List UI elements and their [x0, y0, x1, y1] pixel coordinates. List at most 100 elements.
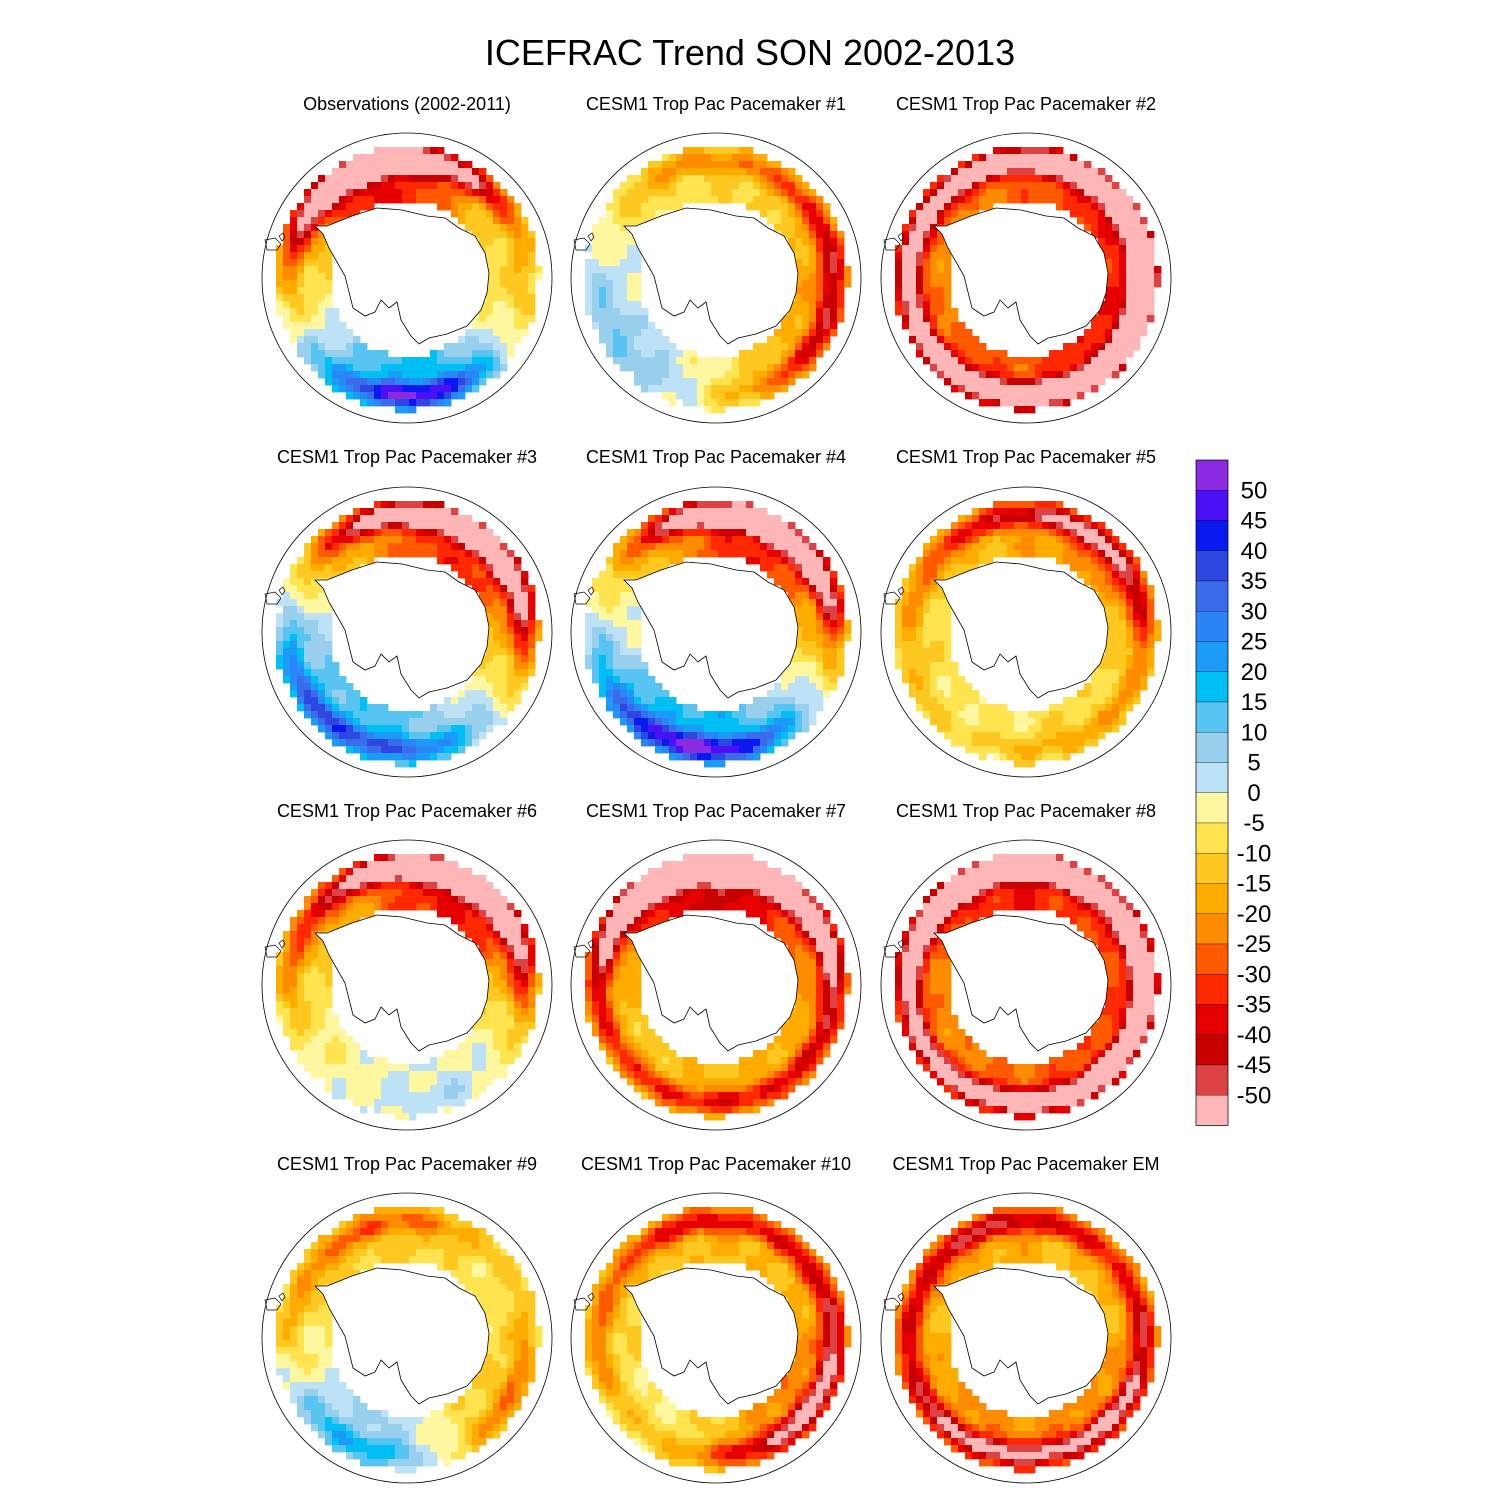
ice-cell	[1126, 564, 1134, 572]
ice-cell	[923, 343, 931, 351]
ice-cell	[816, 648, 824, 656]
ice-cell	[1014, 725, 1022, 733]
ice-cell	[627, 301, 635, 309]
ice-cell	[1140, 301, 1148, 309]
ice-cell	[627, 536, 635, 544]
ice-cell	[500, 343, 508, 351]
ice-cell	[479, 917, 487, 925]
ice-cell	[606, 676, 614, 684]
ice-cell	[972, 746, 980, 754]
ice-cell	[402, 718, 410, 726]
ice-cell	[746, 161, 754, 169]
ice-cell	[381, 711, 389, 719]
ice-cell	[388, 903, 396, 911]
antarctica-coastline	[933, 561, 1109, 699]
ice-cell	[923, 683, 931, 691]
ice-cell	[353, 378, 361, 386]
ice-cell	[613, 641, 621, 649]
ice-cell	[304, 1001, 312, 1009]
ice-cell	[697, 364, 705, 372]
ice-cell	[290, 634, 298, 642]
ice-cell	[1014, 753, 1022, 761]
ice-cell	[479, 1057, 487, 1065]
ice-cell	[444, 350, 452, 358]
ice-cell	[599, 245, 607, 253]
ice-cell	[902, 676, 910, 684]
ice-cell	[339, 536, 347, 544]
ice-cell	[725, 196, 733, 204]
ice-cell	[332, 882, 340, 890]
ice-cell	[606, 287, 614, 295]
ice-cell	[1084, 683, 1092, 691]
ice-cell	[1056, 371, 1064, 379]
ice-cell	[683, 718, 691, 726]
ice-cell	[318, 683, 326, 691]
ice-cell	[1028, 760, 1036, 768]
ice-cell	[1077, 343, 1085, 351]
ice-cell	[816, 613, 824, 621]
ice-cell	[909, 599, 917, 607]
ice-cell	[641, 683, 649, 691]
ice-cell	[767, 336, 775, 344]
ice-cell	[353, 917, 361, 925]
ice-cell	[486, 336, 494, 344]
ice-cell	[353, 875, 361, 883]
ice-cell	[844, 634, 852, 642]
ice-cell	[353, 336, 361, 344]
ice-cell	[802, 662, 810, 670]
ice-cell	[781, 578, 789, 586]
ice-cell	[1105, 697, 1113, 705]
ice-cell	[395, 399, 403, 407]
ice-cell	[311, 1071, 319, 1079]
ice-cell	[402, 189, 410, 197]
ice-cell	[304, 564, 312, 572]
ice-cell	[395, 889, 403, 897]
ice-cell	[599, 287, 607, 295]
ice-cell	[944, 266, 952, 274]
ice-cell	[507, 690, 515, 698]
ice-cell	[662, 718, 670, 726]
ice-cell	[944, 711, 952, 719]
ice-cell	[1119, 718, 1127, 726]
ice-cell	[965, 697, 973, 705]
ice-cell	[458, 522, 466, 530]
ice-cell	[986, 522, 994, 530]
ice-cell	[430, 508, 438, 516]
ice-cell	[711, 378, 719, 386]
ice-cell	[1112, 280, 1120, 288]
ice-cell	[937, 564, 945, 572]
ice-cell	[395, 725, 403, 733]
ice-cell	[937, 301, 945, 309]
ice-cell	[902, 655, 910, 663]
ice-cell	[1091, 175, 1099, 183]
ice-cell	[816, 697, 824, 705]
ice-cell	[486, 980, 494, 988]
ice-cell	[816, 627, 824, 635]
ice-cell	[1091, 336, 1099, 344]
ice-cell	[444, 399, 452, 407]
ice-cell	[711, 196, 719, 204]
ice-cell	[1028, 543, 1036, 551]
ice-cell	[1084, 522, 1092, 530]
ice-cell	[507, 301, 515, 309]
ice-cell	[486, 1008, 494, 1016]
ice-cell	[458, 725, 466, 733]
ice-cell	[1056, 753, 1064, 761]
ice-cell	[353, 1050, 361, 1058]
ice-cell	[690, 357, 698, 365]
ice-cell	[409, 739, 417, 747]
ice-cell	[283, 238, 291, 246]
ice-cell	[823, 669, 831, 677]
ice-cell	[1007, 392, 1015, 400]
ice-cell	[1070, 515, 1078, 523]
ice-cell	[500, 196, 508, 204]
ice-cell	[486, 1050, 494, 1058]
ice-cell	[795, 182, 803, 190]
ice-cell	[1091, 315, 1099, 323]
ice-cell	[360, 522, 368, 530]
ice-cell	[683, 371, 691, 379]
ice-cell	[930, 343, 938, 351]
ice-cell	[521, 973, 529, 981]
ice-cell	[746, 203, 754, 211]
ice-cell	[655, 550, 663, 558]
